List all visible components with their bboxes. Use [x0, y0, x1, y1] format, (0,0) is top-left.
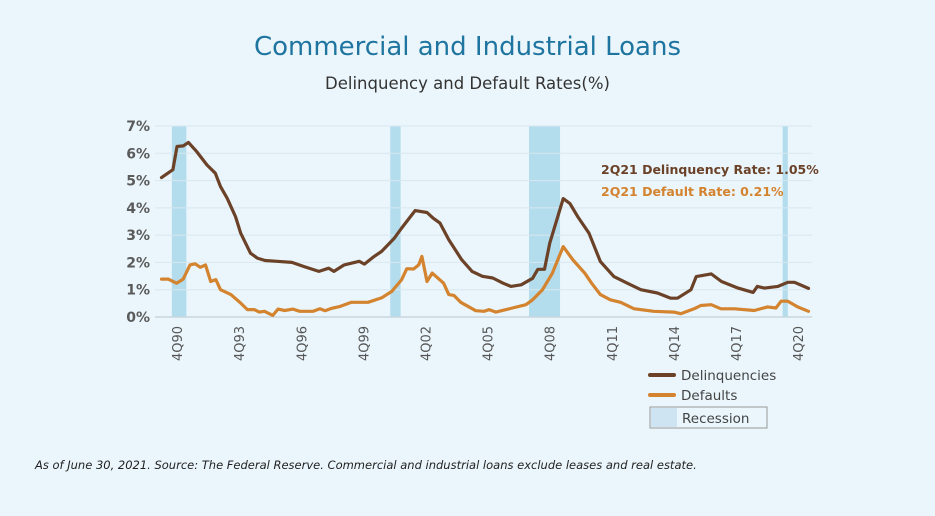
chart-subtitle: Delinquency and Default Rates(%): [325, 74, 610, 93]
x-tick-label: 4Q90: [171, 326, 186, 361]
recession-band-1: [390, 126, 401, 317]
y-axis-labels: 0% 1% 2% 3% 4% 5% 6% 7%: [126, 119, 150, 326]
y-tick-label: 1%: [126, 283, 150, 299]
x-tick-label: 4Q08: [544, 326, 559, 361]
y-tick-label: 5%: [126, 174, 150, 190]
x-tick-label: 4Q17: [730, 326, 745, 361]
recession-band-3: [782, 126, 788, 317]
x-tick-label: 4Q11: [606, 326, 621, 361]
x-tick-label: 4Q99: [357, 326, 372, 361]
legend-swatch-recession: [651, 408, 677, 427]
x-tick-label: 4Q20: [792, 326, 807, 361]
y-tick-label: 6%: [126, 146, 150, 162]
default-annotation: 2Q21 Default Rate: 0.21%: [601, 184, 784, 199]
recession-band-0: [171, 126, 187, 317]
gridlines: [155, 125, 812, 318]
x-tick-label: 4Q93: [233, 326, 248, 361]
legend-label-recession: Recession: [682, 411, 749, 427]
x-tick-label: 4Q02: [419, 326, 434, 361]
legend: Delinquencies Defaults Recession: [648, 368, 776, 429]
legend-label-defaults: Defaults: [681, 388, 737, 404]
legend-recession-box: [649, 406, 768, 429]
x-tick-label: 4Q96: [295, 326, 310, 361]
series-line-defaults: [159, 245, 811, 317]
y-tick-label: 0%: [126, 310, 150, 326]
y-tick-label: 4%: [126, 201, 150, 217]
x-axis-labels: 4Q90 4Q93 4Q96 4Q99 4Q02 4Q05 4Q08 4Q11 4Q14 4Q17…: [171, 326, 807, 361]
series-line-delinquencies: [159, 140, 811, 300]
series-lines: [159, 140, 811, 317]
delinquency-annotation: 2Q21 Delinquency Rate: 1.05%: [601, 162, 819, 177]
y-tick-label: 3%: [126, 228, 150, 244]
line-chart: 0% 1% 2% 3% 4% 5% 6% 7% 4Q90 4Q93 4Q96 4Q99 4Q02 4Q0…: [126, 119, 819, 429]
legend-label-delinquencies: Delinquencies: [681, 368, 776, 384]
x-tick-label: 4Q14: [668, 326, 683, 361]
y-tick-label: 7%: [126, 119, 150, 135]
y-tick-label: 2%: [126, 255, 150, 271]
footnote: As of June 30, 2021. Source: The Federal…: [35, 458, 697, 472]
x-tick-label: 4Q05: [482, 326, 497, 361]
chart-title: Commercial and Industrial Loans: [253, 32, 682, 62]
recession-bands: [171, 126, 788, 317]
